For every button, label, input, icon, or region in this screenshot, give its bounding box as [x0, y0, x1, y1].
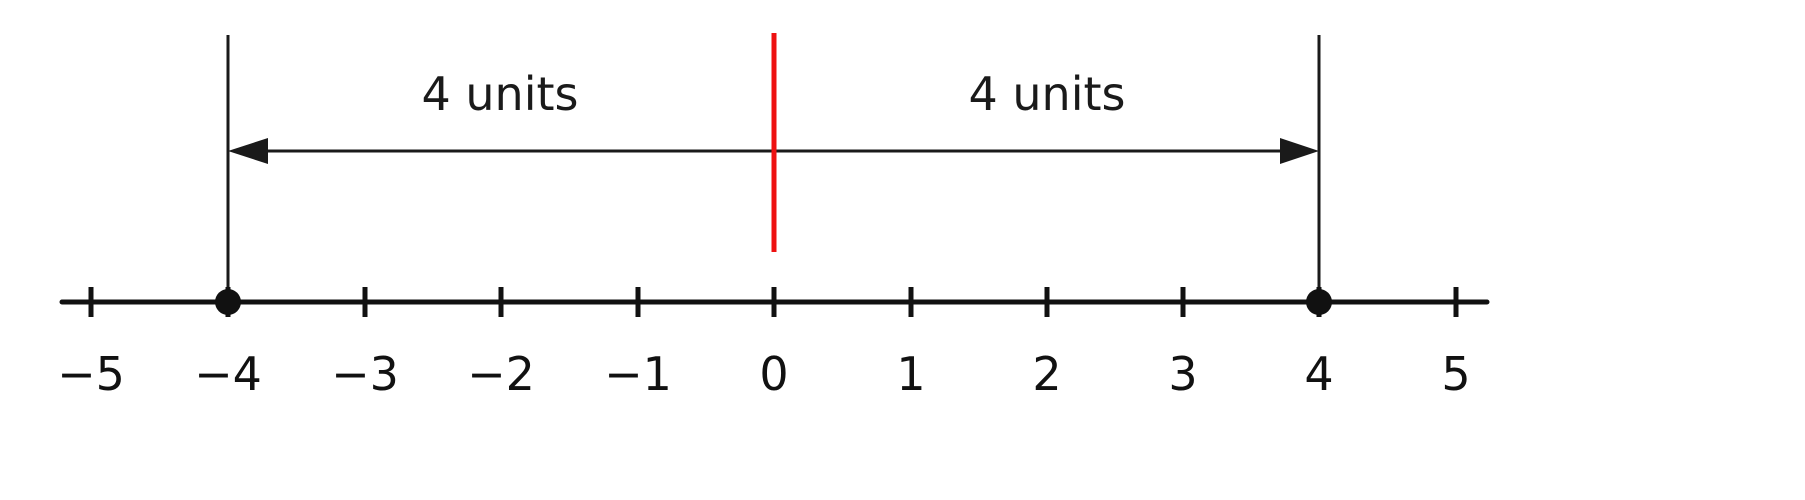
- tick-label: 1: [896, 347, 925, 401]
- tick-label: −3: [331, 347, 399, 401]
- tick-label: 3: [1168, 347, 1197, 401]
- tick-label: −1: [604, 347, 672, 401]
- tick-labels: −5 −4 −3 −2 −1 0 1 2 3 4 5: [57, 347, 1471, 401]
- left-span-label: 4 units: [422, 67, 579, 121]
- span-arrow-head-right: [1280, 138, 1319, 164]
- tick-label: −2: [467, 347, 535, 401]
- tick-label: 0: [759, 347, 788, 401]
- right-span-label: 4 units: [969, 67, 1126, 121]
- point-marker-negative-four: [215, 289, 241, 315]
- span-arrow-head-left: [228, 138, 268, 164]
- tick-label: −4: [194, 347, 262, 401]
- tick-label: 5: [1441, 347, 1470, 401]
- tick-label: 4: [1304, 347, 1333, 401]
- point-markers: [215, 289, 1332, 315]
- tick-label: 2: [1032, 347, 1061, 401]
- tick-label: −5: [57, 347, 125, 401]
- guide-lines: [226, 35, 1321, 300]
- point-marker-positive-four: [1306, 289, 1332, 315]
